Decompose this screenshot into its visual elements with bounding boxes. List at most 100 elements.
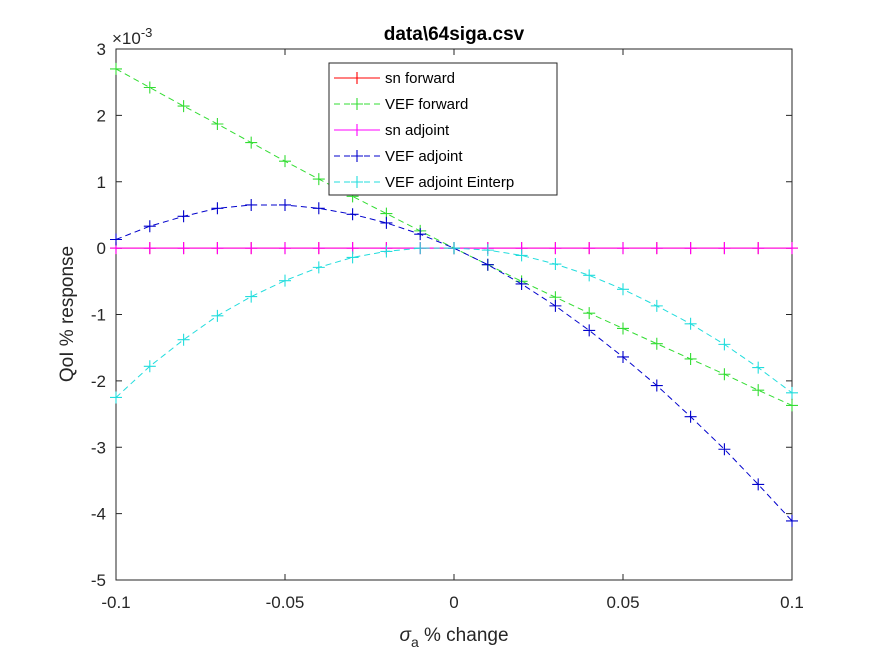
data-point-vef-forward [684,352,697,365]
legend: sn forward VEF forward sn adjoint VEF adjoi… [328,62,558,196]
data-point-sn-adjoint [312,242,325,255]
series-sn-adjoint [110,242,798,255]
y-tick-label: -3 [91,438,106,457]
legend-label: sn adjoint [385,122,450,139]
data-point-sn-adjoint [177,242,190,255]
legend-box [328,62,558,196]
legend-item-vef-adjoint-einterp: VEF adjoint Einterp [334,174,514,191]
y-tick-label: -1 [91,306,106,325]
series-vef-adjoint [110,198,798,527]
legend-marker [351,72,363,84]
x-tick-label: 0.05 [606,593,639,612]
data-point-vef-adjoint-einterp [650,299,663,312]
data-point-vef-adjoint [143,220,156,233]
x-tick-label: 0.1 [780,593,804,612]
data-point-vef-adjoint [549,299,562,312]
data-point-vef-adjoint-einterp [481,244,494,257]
data-point-vef-adjoint-einterp [786,386,798,399]
data-point-sn-adjoint [143,242,156,255]
y-exponent-label: ×10-3 [112,25,152,48]
data-point-vef-adjoint [245,198,258,211]
y-tick-label: -2 [91,372,106,391]
data-point-vef-adjoint [177,210,190,223]
data-point-vef-adjoint-einterp [684,317,697,330]
legend-item-sn-forward: sn forward [334,70,455,87]
data-point-vef-adjoint-einterp [380,245,393,258]
legend-label: VEF forward [385,96,468,113]
data-point-vef-forward [617,322,629,335]
series-layer [110,62,798,527]
data-point-vef-forward [177,100,190,113]
y-tick-label: -5 [91,571,106,590]
data-point-vef-adjoint-einterp [346,251,359,264]
legend-label: sn forward [385,70,455,87]
legend-item-sn-adjoint: sn adjoint [334,122,450,139]
data-point-vef-forward [312,173,325,186]
data-point-sn-adjoint [684,242,697,255]
x-tick-label: -0.1 [101,593,130,612]
data-point-vef-adjoint-einterp [718,338,731,351]
legend-item-vef-forward: VEF forward [334,96,468,113]
legend-marker [351,124,363,136]
data-point-vef-forward [752,384,765,397]
series-vef-adjoint-einterp [110,242,798,404]
data-point-vef-forward [279,155,291,168]
legend-label: VEF adjoint Einterp [385,174,514,191]
data-point-vef-adjoint [684,410,697,423]
data-point-vef-adjoint [481,258,494,271]
y-axis-label: QoI % response [57,246,78,382]
legend-label: VEF adjoint [385,148,463,165]
x-tick-label: -0.05 [266,593,305,612]
data-point-vef-adjoint-einterp [752,361,765,374]
x-axis-ticks: -0.1 -0.05 0 0.05 0.1 [101,49,804,612]
y-tick-label: 0 [97,239,106,258]
data-point-vef-adjoint [515,277,528,290]
y-axis-ticks: 3 2 1 0 -1 -2 -3 -4 -5 [91,40,792,590]
data-point-sn-adjoint [752,242,765,255]
chart-title: data\64siga.csv [384,24,525,45]
data-point-vef-adjoint [786,514,798,527]
data-point-vef-adjoint-einterp [110,391,122,404]
data-point-vef-adjoint-einterp [245,290,258,303]
data-point-sn-adjoint [650,242,663,255]
data-point-vef-adjoint [110,233,122,246]
legend-marker [351,98,363,110]
data-point-sn-adjoint [211,242,224,255]
legend-item-vef-adjoint: VEF adjoint [334,148,463,165]
data-point-sn-adjoint [617,242,629,255]
data-point-vef-forward [786,399,798,412]
data-point-vef-adjoint-einterp [515,249,528,262]
y-tick-label: -4 [91,505,106,524]
data-point-sn-adjoint [786,242,798,255]
data-point-vef-adjoint-einterp [617,283,629,296]
data-point-vef-adjoint [650,379,663,392]
x-tick-label: 0 [449,593,458,612]
data-point-vef-adjoint [617,350,629,363]
data-point-vef-adjoint-einterp [448,242,460,255]
data-point-vef-forward [143,81,156,94]
data-point-vef-adjoint [211,202,224,215]
y-tick-label: 2 [97,106,106,125]
data-point-sn-adjoint [279,242,291,255]
data-point-vef-adjoint [718,443,731,456]
data-point-vef-adjoint-einterp [211,309,224,322]
series-line-vef-adjoint [115,204,793,522]
data-point-vef-adjoint [279,198,291,211]
data-point-vef-adjoint-einterp [549,258,562,271]
data-point-vef-adjoint [414,228,427,241]
legend-marker [351,150,363,162]
data-point-vef-adjoint [583,324,596,337]
data-point-vef-forward [583,307,596,320]
data-point-sn-adjoint [245,242,258,255]
y-tick-label: 3 [97,40,106,59]
x-axis-label: σa % change [399,625,508,650]
data-point-vef-adjoint-einterp [143,360,156,373]
data-point-sn-adjoint [718,242,731,255]
data-point-vef-adjoint [380,216,393,229]
data-point-vef-forward [650,337,663,350]
data-point-vef-adjoint [312,202,325,215]
data-point-vef-adjoint-einterp [414,242,427,255]
data-point-vef-adjoint-einterp [279,274,291,287]
data-point-vef-forward [718,368,731,381]
